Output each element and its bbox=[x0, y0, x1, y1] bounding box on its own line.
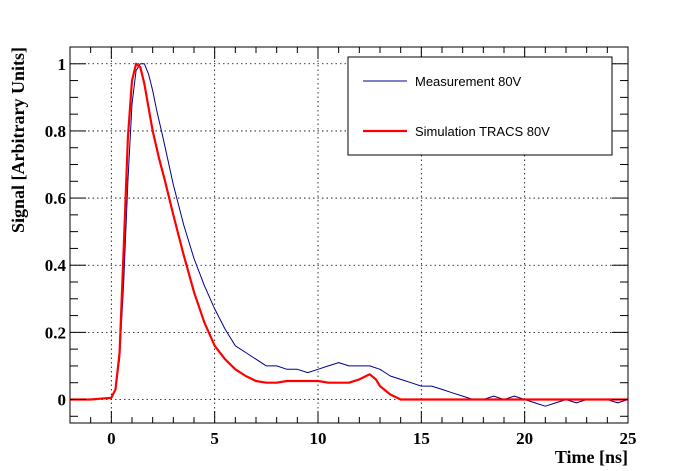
y-axis-label: Signal [Arbitrary Units] bbox=[8, 47, 28, 233]
x-tick-label: 5 bbox=[210, 429, 219, 448]
x-axis-label: Time [ns] bbox=[555, 447, 628, 467]
y-tick-label: 0 bbox=[58, 391, 67, 410]
legend-box bbox=[347, 56, 613, 156]
legend-label-measurement: Measurement 80V bbox=[415, 74, 522, 89]
y-tick-labels: 0 0.2 0.4 0.6 0.8 1 bbox=[45, 55, 67, 410]
legend-label-simulation: Simulation TRACS 80V bbox=[415, 124, 550, 139]
x-tick-label: 20 bbox=[516, 429, 533, 448]
y-tick-label: 1 bbox=[58, 55, 67, 74]
x-tick-label: 10 bbox=[310, 429, 327, 448]
y-tick-label: 0.6 bbox=[45, 189, 66, 208]
plot-frame bbox=[69, 46, 629, 424]
x-tick-label: 25 bbox=[620, 429, 637, 448]
x-tick-label: 15 bbox=[413, 429, 430, 448]
legend: Measurement 80V Simulation TRACS 80V bbox=[347, 56, 613, 156]
y-tick-label: 0.2 bbox=[45, 323, 66, 342]
series-line-simulation bbox=[70, 62, 628, 401]
y-tick-label: 0.4 bbox=[45, 256, 67, 275]
axis-ticks bbox=[69, 46, 629, 423]
plot-series bbox=[70, 62, 629, 407]
y-tick-label: 0.8 bbox=[45, 122, 66, 141]
x-tick-label: 0 bbox=[107, 429, 116, 448]
x-tick-labels: 0 5 10 15 20 25 bbox=[107, 429, 636, 448]
